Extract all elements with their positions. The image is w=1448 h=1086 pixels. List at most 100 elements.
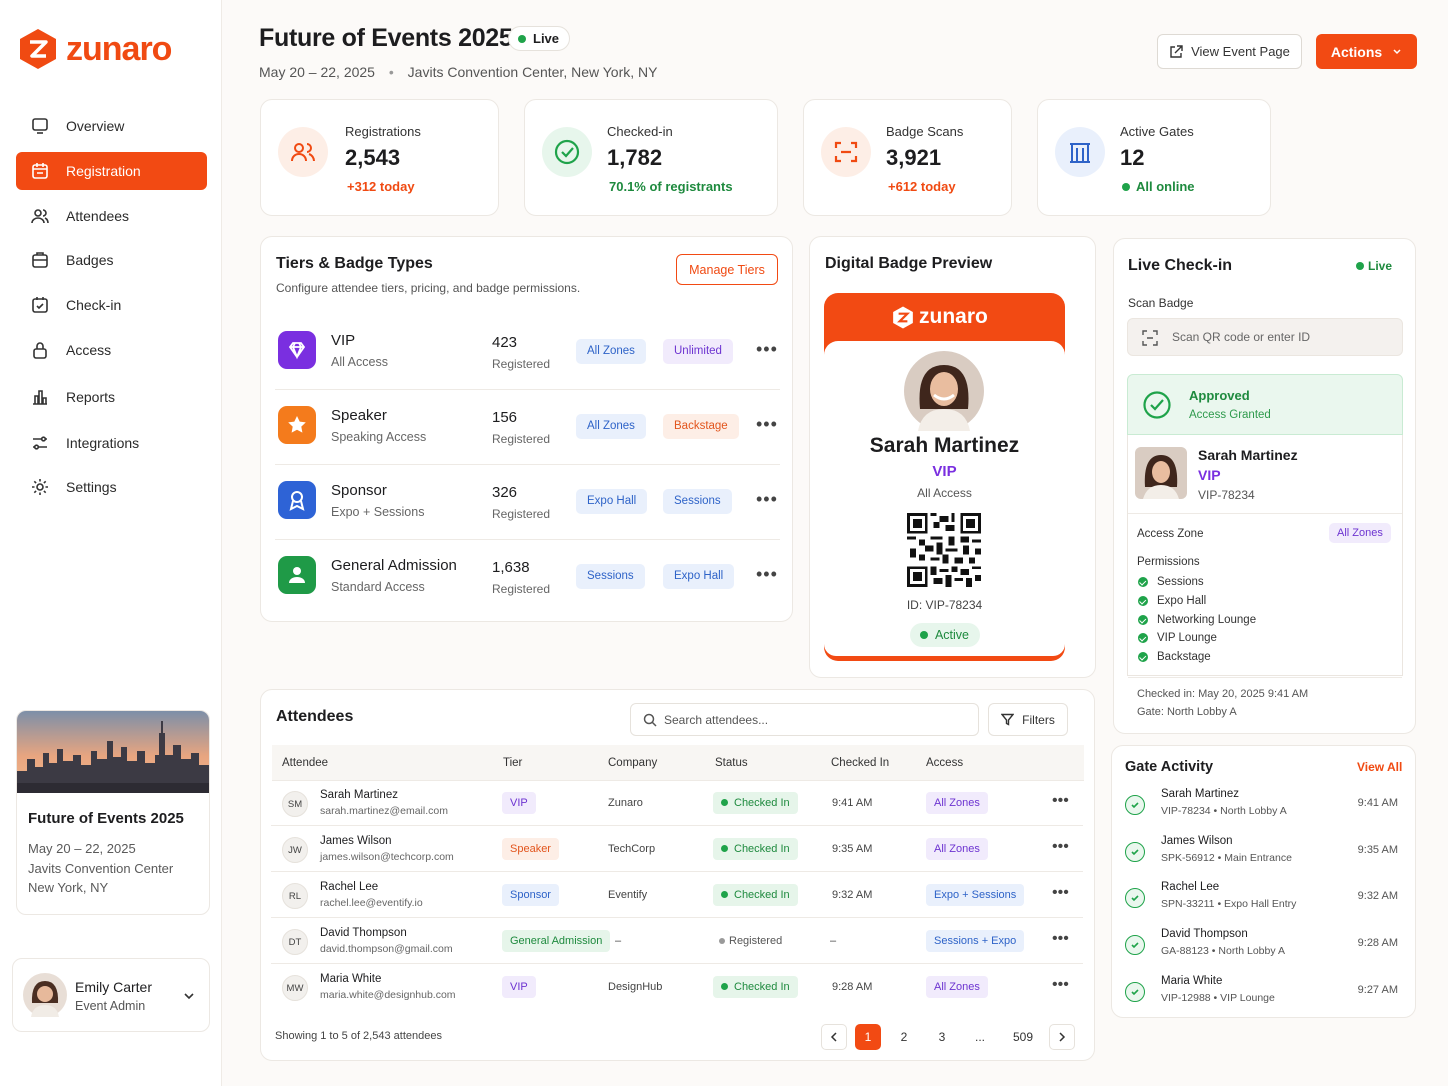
separator: • [388,64,394,80]
gate-activity-row[interactable]: Maria White VIP-12988 • VIP Lounge 9:27 … [1122,975,1400,1022]
column-header[interactable]: Attendee [282,757,329,769]
stat-value: 2,543 [345,145,401,170]
scan-input[interactable]: Scan QR code or enter ID [1127,318,1403,356]
view-event-page-button[interactable]: View Event Page [1157,34,1302,69]
nav-label: Overview [66,118,125,134]
column-header[interactable]: Access [926,757,964,769]
checked-in-time: 9:41 AM [832,797,873,809]
checkin-badge-id: VIP-78234 [1198,488,1255,502]
column-header[interactable]: Tier [503,757,523,769]
status-chip: Checked In [713,792,798,814]
next-page-button[interactable] [1049,1024,1075,1050]
page-button[interactable]: 509 [1012,1030,1034,1044]
stat-label: Registrations [345,124,421,139]
tier-count: 326 [492,484,518,501]
avatar: MW [282,975,308,1001]
event-summary-card[interactable]: Future of Events 2025 May 20 – 22, 2025 … [16,710,210,915]
nav-item-badges[interactable]: Badges [16,241,207,279]
brand-logo[interactable]: zunaro [18,28,172,70]
nav-item-access[interactable]: Access [16,331,207,369]
more-options-icon[interactable]: ••• [1052,930,1069,947]
avatar [23,973,67,1017]
chevron-down-icon[interactable] [183,990,195,1002]
more-options-icon[interactable]: ••• [1052,838,1069,855]
table-row[interactable]: SM Sarah Martinez sarah.martinez@email.c… [271,780,1083,826]
actions-button[interactable]: Actions [1316,34,1417,69]
company: TechCorp [608,843,656,855]
more-options-icon[interactable]: ••• [1052,884,1069,901]
tier-row-general-admission[interactable]: General Admission Standard Access 1,638 … [275,540,780,615]
attendee-name: Rachel Lee [320,881,379,893]
stat-sub: All online [1122,179,1195,194]
nav-item-reports[interactable]: Reports [16,378,207,416]
stat-card-active-gates: Active Gates 12 All online [1037,99,1271,216]
more-options-icon[interactable]: ••• [756,564,778,584]
checked-in-time: 9:28 AM [832,981,873,993]
table-row[interactable]: MW Maria White maria.white@designhub.com… [271,964,1083,1010]
search-input[interactable]: Search attendees... [630,703,979,736]
tier-count: 423 [492,334,518,351]
gate-activity-row[interactable]: Sarah Martinez VIP-78234 • North Lobby A… [1122,788,1400,835]
user-menu[interactable]: Emily Carter Event Admin [12,958,210,1032]
qr-code [907,513,981,587]
nav-item-overview[interactable]: Overview [16,107,207,145]
award-icon [278,481,316,519]
tier-row-speaker[interactable]: Speaker Speaking Access 156 Registered A… [275,390,780,465]
table-row[interactable]: RL Rachel Lee rachel.lee@eventify.io Spo… [271,872,1083,918]
live-label: Live [1368,259,1393,273]
page-button[interactable]: 3 [938,1030,946,1044]
attendee-name: Maria White [320,973,382,985]
tier-row-sponsor[interactable]: Sponsor Expo + Sessions 326 Registered E… [275,465,780,540]
badge-status: Active [934,628,969,642]
stat-card-checked-in: Checked-in 1,782 70.1% of registrants [524,99,778,216]
table-row[interactable]: JW James Wilson james.wilson@techcorp.co… [271,826,1083,872]
manage-tiers-button[interactable]: Manage Tiers [676,254,778,285]
view-all-link[interactable]: View All [1357,760,1403,774]
nav-item-integrations[interactable]: Integrations [16,424,207,462]
view-event-label: View Event Page [1191,44,1290,59]
page-button-active[interactable]: 1 [855,1024,881,1050]
column-header[interactable]: Checked In [831,757,890,769]
gate-activity-row[interactable]: Rachel Lee SPN-33211 • Expo Hall Entry 9… [1122,881,1400,928]
page-button[interactable]: 2 [900,1030,908,1044]
more-options-icon[interactable]: ••• [1052,976,1069,993]
actions-label: Actions [1330,43,1383,60]
avatar [1135,447,1187,499]
separator: • [1213,992,1218,1004]
more-options-icon[interactable]: ••• [756,414,778,434]
filters-label: Filters [1022,712,1055,727]
tier-desc: All Access [331,355,388,369]
prev-page-button[interactable] [821,1024,847,1050]
nav-item-settings[interactable]: Settings [16,468,207,506]
gate-detail: GA-88123 • North Lobby A [1161,945,1285,957]
tier-desc: Standard Access [331,580,425,594]
status-chip: Registered [715,930,790,952]
gate-name: James Wilson [1161,835,1233,847]
checkin-name: Sarah Martinez [1198,447,1298,463]
gate-badge-id: VIP-78234 [1161,805,1211,817]
more-options-icon[interactable]: ••• [1052,792,1069,809]
attendees-panel: Attendees Search attendees... Filters [260,689,1095,1061]
access-chip: All Zones [926,792,988,814]
nav-item-attendees[interactable]: Attendees [16,197,207,235]
gate-activity-row[interactable]: James Wilson SPK-56912 • Main Entrance 9… [1122,835,1400,882]
column-header[interactable]: Company [608,757,658,769]
event-subline: May 20 – 22, 2025 • Javits Convention Ce… [259,64,657,80]
nav-label: Check-in [66,297,122,313]
logo-icon [20,29,56,69]
nav-item-registration[interactable]: Registration [16,152,207,190]
more-options-icon[interactable]: ••• [756,489,778,509]
attendee-email: maria.white@designhub.com [320,989,456,1001]
table-row[interactable]: DT David Thompson david.thompson@gmail.c… [271,918,1083,964]
filters-button[interactable]: Filters [988,703,1068,736]
badge-brand-name: zunaro [919,305,988,328]
search-icon [643,713,657,727]
more-options-icon[interactable]: ••• [756,339,778,359]
gate-activity-row[interactable]: David Thompson GA-88123 • North Lobby A … [1122,928,1400,975]
tier-row-vip[interactable]: VIP All Access 423 Registered All Zones … [275,315,780,390]
column-header[interactable]: Status [715,757,748,769]
gate-activity-panel: Gate Activity View All [1111,745,1416,1018]
stat-label: Active Gates [1120,124,1194,139]
nav-label: Integrations [66,435,140,451]
nav-item-check-in[interactable]: Check-in [16,286,207,324]
